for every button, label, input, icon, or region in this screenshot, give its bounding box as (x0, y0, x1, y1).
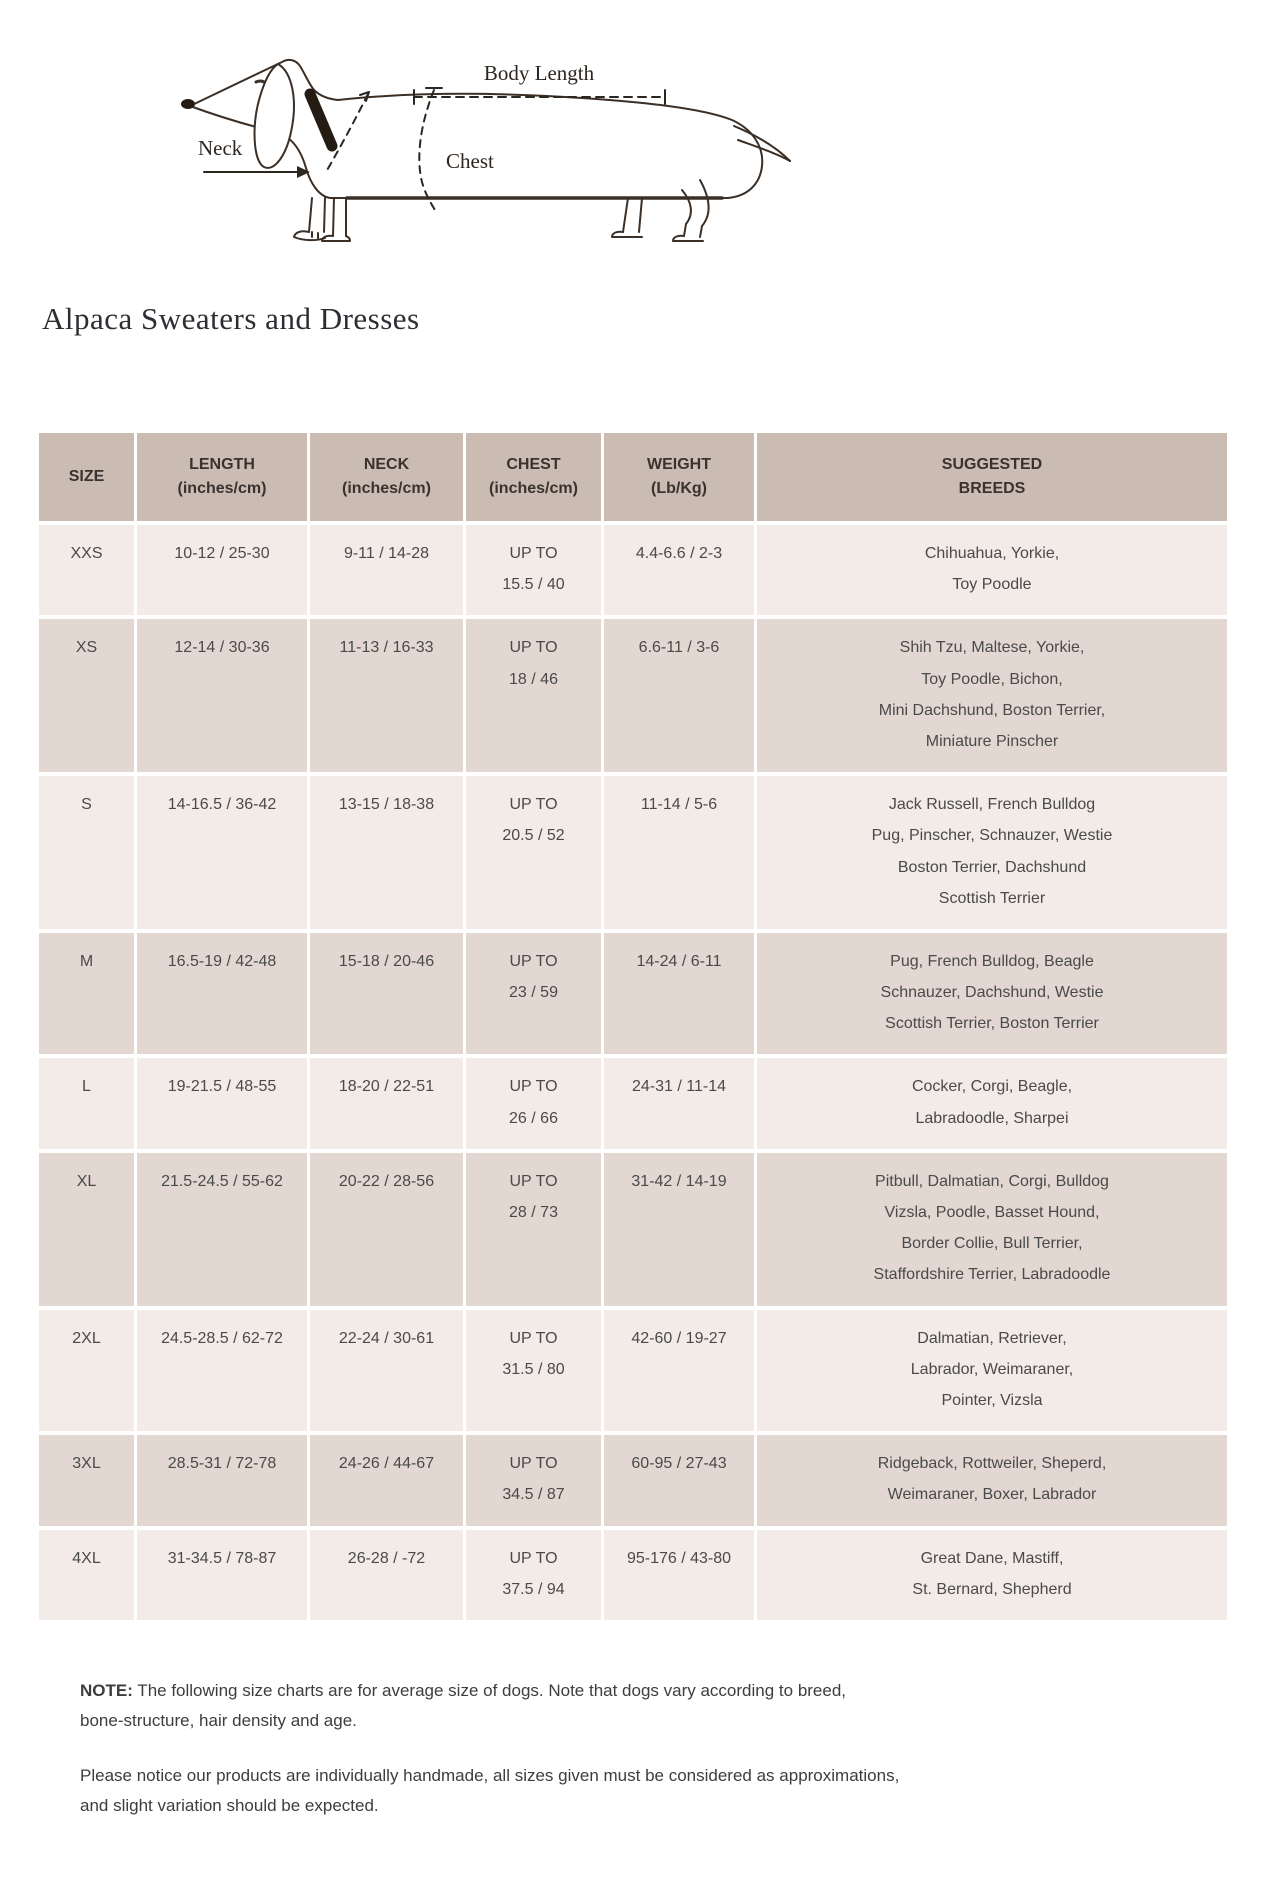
dog-measurement-diagram: Body Length Neck Chest (162, 40, 822, 255)
disclaimer-paragraph: Please notice our products are individua… (80, 1766, 900, 1816)
size-table-body: XXS 10-12 / 25-30 9-11 / 14-28 UP TO 15.5 /… (39, 525, 1227, 1620)
size-cell: 2XL (39, 1309, 134, 1432)
table-row: XXS 10-12 / 25-30 9-11 / 14-28 UP TO 15.5 /… (39, 525, 1227, 616)
breeds-cell: Pug, French Bulldog, Beagle Schnauzer, D… (757, 932, 1227, 1055)
neck-cell: 18-20 / 22-51 (310, 1058, 463, 1149)
breeds-cell: Jack Russell, French Bulldog Pug, Pinsch… (757, 776, 1227, 929)
dachshund-illustration: Body Length Neck Chest (181, 58, 791, 242)
length-cell: 24.5-28.5 / 62-72 (137, 1309, 307, 1432)
chest-cell: UP TO 18 / 46 (466, 619, 601, 773)
notes-section: NOTE: The following size charts are for … (80, 1676, 1186, 1821)
weight-cell: 31-42 / 14-19 (604, 1152, 754, 1306)
column-header-size: SIZE (39, 433, 134, 521)
neck-cell: 26-28 / -72 (310, 1529, 463, 1620)
neck-cell: 13-15 / 18-38 (310, 776, 463, 929)
weight-cell: 6.6-11 / 3-6 (604, 619, 754, 773)
measurement-lines (203, 87, 666, 211)
length-cell: 16.5-19 / 42-48 (137, 932, 307, 1055)
table-row: L 19-21.5 / 48-55 18-20 / 22-51 UP TO 26 / … (39, 1058, 1227, 1149)
table-row: 2XL 24.5-28.5 / 62-72 22-24 / 30-61 UP TO 3… (39, 1309, 1227, 1432)
weight-cell: 11-14 / 5-6 (604, 776, 754, 929)
size-cell: 3XL (39, 1435, 134, 1526)
table-row: XS 12-14 / 30-36 11-13 / 16-33 UP TO 18 / 4… (39, 619, 1227, 773)
length-cell: 31-34.5 / 78-87 (137, 1529, 307, 1620)
breeds-cell: Ridgeback, Rottweiler, Sheperd, Weimaran… (757, 1435, 1227, 1526)
weight-cell: 60-95 / 27-43 (604, 1435, 754, 1526)
weight-cell: 42-60 / 19-27 (604, 1309, 754, 1432)
breeds-cell: Cocker, Corgi, Beagle, Labradoodle, Shar… (757, 1058, 1227, 1149)
length-cell: 10-12 / 25-30 (137, 525, 307, 616)
size-cell: S (39, 776, 134, 929)
chest-cell: UP TO 37.5 / 94 (466, 1529, 601, 1620)
note-label: NOTE: (80, 1680, 133, 1700)
dog-collar (304, 88, 338, 152)
neck-cell: 11-13 / 16-33 (310, 619, 463, 773)
neck-label: Neck (198, 136, 243, 160)
chest-cell: UP TO 31.5 / 80 (466, 1309, 601, 1432)
dog-nose (181, 99, 195, 109)
breeds-cell: Great Dane, Mastiff, St. Bernard, Shephe… (757, 1529, 1227, 1620)
weight-cell: 4.4-6.6 / 2-3 (604, 525, 754, 616)
dog-ear (253, 62, 295, 169)
neck-cell: 15-18 / 20-46 (310, 932, 463, 1055)
breeds-cell: Chihuahua, Yorkie, Toy Poodle (757, 525, 1227, 616)
neck-cell: 24-26 / 44-67 (310, 1435, 463, 1526)
table-row: XL 21.5-24.5 / 55-62 20-22 / 28-56 UP TO 28… (39, 1152, 1227, 1306)
column-header-chest: CHEST (inches/cm) (466, 433, 601, 521)
length-cell: 28.5-31 / 72-78 (137, 1435, 307, 1526)
table-row: M 16.5-19 / 42-48 15-18 / 20-46 UP TO 23 / … (39, 932, 1227, 1055)
column-header-weight: WEIGHT (Lb/Kg) (604, 433, 754, 521)
weight-cell: 24-31 / 11-14 (604, 1058, 754, 1149)
size-cell: 4XL (39, 1529, 134, 1620)
breeds-cell: Shih Tzu, Maltese, Yorkie, Toy Poodle, B… (757, 619, 1227, 773)
length-cell: 19-21.5 / 48-55 (137, 1058, 307, 1149)
body-length-label: Body Length (484, 61, 595, 85)
weight-cell: 14-24 / 6-11 (604, 932, 754, 1055)
size-cell: M (39, 932, 134, 1055)
weight-cell: 95-176 / 43-80 (604, 1529, 754, 1620)
chest-cell: UP TO 23 / 59 (466, 932, 601, 1055)
size-table: SIZE LENGTH (inches/cm) NECK (inches/cm)… (36, 429, 1230, 1624)
chest-cell: UP TO 15.5 / 40 (466, 525, 601, 616)
chest-cell: UP TO 34.5 / 87 (466, 1435, 601, 1526)
neck-cell: 22-24 / 30-61 (310, 1309, 463, 1432)
chest-cell: UP TO 28 / 73 (466, 1152, 601, 1306)
column-header-length: LENGTH (inches/cm) (137, 433, 307, 521)
column-header-breeds: SUGGESTED BREEDS (757, 433, 1227, 521)
table-row: S 14-16.5 / 36-42 13-15 / 18-38 UP TO 20.5 … (39, 776, 1227, 929)
column-header-neck: NECK (inches/cm) (310, 433, 463, 521)
note-paragraph: NOTE: The following size charts are for … (80, 1676, 1186, 1736)
breeds-cell: Pitbull, Dalmatian, Corgi, Bulldog Vizsl… (757, 1152, 1227, 1306)
chest-cell: UP TO 20.5 / 52 (466, 776, 601, 929)
table-row: 4XL 31-34.5 / 78-87 26-28 / -72 UP TO 37.5 … (39, 1529, 1227, 1620)
size-cell: XS (39, 619, 134, 773)
neck-cell: 9-11 / 14-28 (310, 525, 463, 616)
length-cell: 21.5-24.5 / 55-62 (137, 1152, 307, 1306)
size-cell: L (39, 1058, 134, 1149)
table-row: 3XL 28.5-31 / 72-78 24-26 / 44-67 UP TO 34.… (39, 1435, 1227, 1526)
length-cell: 12-14 / 30-36 (137, 619, 307, 773)
chest-cell: UP TO 26 / 66 (466, 1058, 601, 1149)
length-cell: 14-16.5 / 36-42 (137, 776, 307, 929)
note-text: The following size charts are for averag… (80, 1680, 847, 1730)
size-cell: XXS (39, 525, 134, 616)
neck-cell: 20-22 / 28-56 (310, 1152, 463, 1306)
page-title: Alpaca Sweaters and Dresses (42, 301, 420, 336)
size-table-header: SIZE LENGTH (inches/cm) NECK (inches/cm)… (39, 433, 1227, 521)
chest-label: Chest (446, 149, 494, 173)
size-cell: XL (39, 1152, 134, 1306)
breeds-cell: Dalmatian, Retriever, Labrador, Weimaran… (757, 1309, 1227, 1432)
